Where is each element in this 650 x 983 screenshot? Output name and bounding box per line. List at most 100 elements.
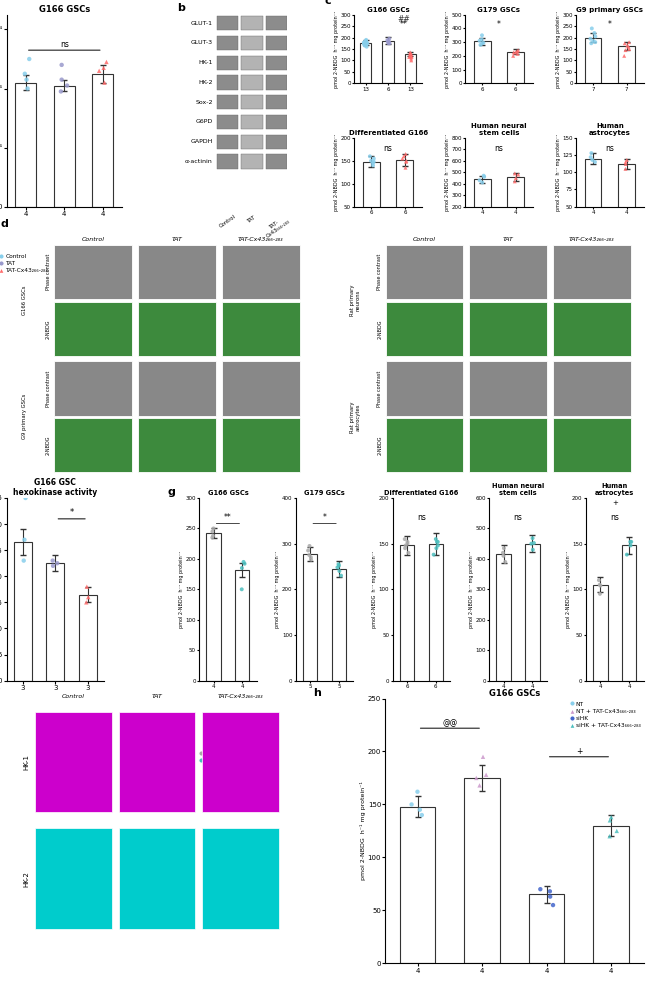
Text: Control: Control xyxy=(413,237,436,242)
Point xyxy=(476,31,487,47)
Bar xyxy=(54,302,132,356)
Bar xyxy=(266,76,287,89)
Bar xyxy=(54,418,132,473)
Point xyxy=(384,35,394,51)
Bar xyxy=(54,86,75,206)
Point xyxy=(365,148,375,164)
Point xyxy=(402,536,413,551)
Bar xyxy=(553,418,630,473)
Point xyxy=(359,34,369,50)
Bar xyxy=(553,361,630,416)
Point xyxy=(24,51,34,67)
Text: d: d xyxy=(0,219,8,229)
Point xyxy=(383,34,393,50)
Bar xyxy=(332,569,346,680)
Text: 2-NBDG: 2-NBDG xyxy=(46,319,51,339)
Bar xyxy=(553,302,630,356)
Bar xyxy=(216,95,239,109)
Point xyxy=(208,528,218,544)
Point xyxy=(510,44,521,60)
Text: 2-NBDG: 2-NBDG xyxy=(46,435,51,455)
Text: TAT: TAT xyxy=(151,694,162,699)
Bar xyxy=(35,712,112,812)
Point xyxy=(513,167,523,183)
Point xyxy=(400,531,410,547)
Point xyxy=(478,35,489,51)
Point xyxy=(208,521,218,537)
Bar xyxy=(206,534,221,680)
Point xyxy=(359,35,369,51)
Text: Phase contrast: Phase contrast xyxy=(378,371,382,407)
Text: ns: ns xyxy=(60,39,69,48)
Text: GLUT-3: GLUT-3 xyxy=(190,40,213,45)
Text: Control: Control xyxy=(81,237,105,242)
Point xyxy=(474,172,485,188)
Point xyxy=(52,555,62,571)
Title: Human
astrocytes: Human astrocytes xyxy=(595,484,634,496)
Point xyxy=(406,45,416,61)
Point xyxy=(361,35,372,51)
Bar xyxy=(138,361,216,416)
Point xyxy=(621,154,631,170)
Point xyxy=(336,568,346,584)
Bar xyxy=(385,418,463,473)
Bar xyxy=(241,115,263,129)
Point xyxy=(604,829,615,844)
Text: **: ** xyxy=(400,21,408,29)
Point xyxy=(56,84,66,99)
Point xyxy=(548,897,558,913)
Bar xyxy=(553,245,630,299)
Point xyxy=(590,29,601,44)
Bar xyxy=(266,135,287,148)
Point xyxy=(619,35,630,51)
Point xyxy=(384,33,394,49)
Point xyxy=(527,530,538,546)
Text: ns: ns xyxy=(610,512,619,522)
Point xyxy=(587,152,597,168)
Title: G166 GSCs: G166 GSCs xyxy=(39,5,90,14)
Text: G6PD: G6PD xyxy=(196,120,213,125)
Text: *: * xyxy=(322,512,326,522)
Point xyxy=(48,558,58,574)
Y-axis label: pmol 2-NBDG  h⁻¹ mg protein⁻¹: pmol 2-NBDG h⁻¹ mg protein⁻¹ xyxy=(334,134,339,210)
Point xyxy=(433,538,443,553)
Text: GAPDH: GAPDH xyxy=(190,140,213,145)
Bar xyxy=(497,554,511,680)
Point xyxy=(620,161,630,177)
Bar xyxy=(618,46,635,84)
Point xyxy=(498,548,508,563)
Bar xyxy=(241,56,263,70)
Bar xyxy=(241,16,263,30)
Point xyxy=(595,578,606,594)
Point xyxy=(398,148,409,164)
Point xyxy=(368,155,378,171)
Point xyxy=(623,39,634,55)
Point xyxy=(22,81,32,96)
Bar xyxy=(54,245,132,299)
Point xyxy=(595,577,605,593)
Text: Control: Control xyxy=(62,694,84,699)
Text: ns: ns xyxy=(514,512,523,522)
Point xyxy=(406,796,417,812)
Point xyxy=(433,534,443,549)
Point xyxy=(510,165,520,181)
Point xyxy=(382,32,393,48)
Point xyxy=(428,547,439,562)
Point xyxy=(621,156,631,172)
Text: Sox-2: Sox-2 xyxy=(195,99,213,105)
Point xyxy=(406,47,416,63)
Text: TAT: TAT xyxy=(172,237,183,242)
Point xyxy=(303,543,313,558)
Point xyxy=(586,21,597,36)
Point xyxy=(57,57,67,73)
Text: TAT: TAT xyxy=(502,237,514,242)
Bar xyxy=(585,37,601,84)
Bar xyxy=(405,54,416,84)
Point xyxy=(400,160,411,176)
Text: *: * xyxy=(70,508,74,517)
Point xyxy=(477,35,488,51)
Point xyxy=(406,46,416,62)
Bar xyxy=(400,807,436,963)
Point xyxy=(417,807,427,823)
Text: Phase contrast: Phase contrast xyxy=(378,254,382,290)
